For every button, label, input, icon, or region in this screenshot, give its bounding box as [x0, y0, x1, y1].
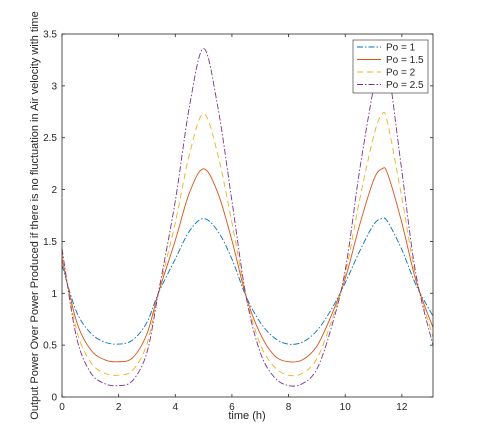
y-tick-label: 1 — [51, 289, 57, 300]
legend-label: Po = 1 — [386, 43, 416, 54]
legend-label: Po = 2.5 — [386, 80, 424, 91]
y-tick-label: 0.5 — [43, 341, 57, 352]
x-tick-label: 0 — [59, 402, 65, 413]
plot-area — [62, 34, 433, 397]
y-tick-label: 2 — [51, 185, 57, 196]
series-line-2 — [61, 167, 434, 363]
y-tick-label: 1.5 — [43, 237, 57, 248]
y-tick-label: 3.5 — [43, 30, 57, 41]
y-tick-label: 3 — [51, 81, 57, 92]
x-tick-label: 2 — [116, 402, 122, 413]
plot-frame — [61, 33, 434, 398]
series-layer — [61, 45, 434, 387]
x-tick-label: 4 — [173, 402, 179, 413]
x-tick-label: 8 — [286, 402, 292, 413]
legend-label: Po = 2 — [386, 68, 416, 79]
y-axis-label: Output Power Over Power Produced if ther… — [29, 11, 41, 419]
legend-box — [352, 39, 429, 94]
x-axis-label: time (h) — [228, 410, 265, 422]
y-tick-label: 0 — [51, 393, 57, 404]
x-tick-label: 6 — [229, 402, 235, 413]
series-line-1 — [61, 217, 434, 345]
legend: Po = 1Po = 1.5 Po = 2Po = 2.5 — [352, 39, 429, 94]
series-line-3 — [61, 111, 434, 377]
x-tick-label: 12 — [396, 402, 408, 413]
x-tick-label: 10 — [340, 402, 352, 413]
y-tick-label: 2.5 — [43, 133, 57, 144]
legend-label: Po = 1.5 — [386, 55, 424, 66]
ticks-layer: 0 2 4 6 8 10 12 0 0.5 1 1.5 2 2.5 3 3.5 — [43, 30, 433, 413]
